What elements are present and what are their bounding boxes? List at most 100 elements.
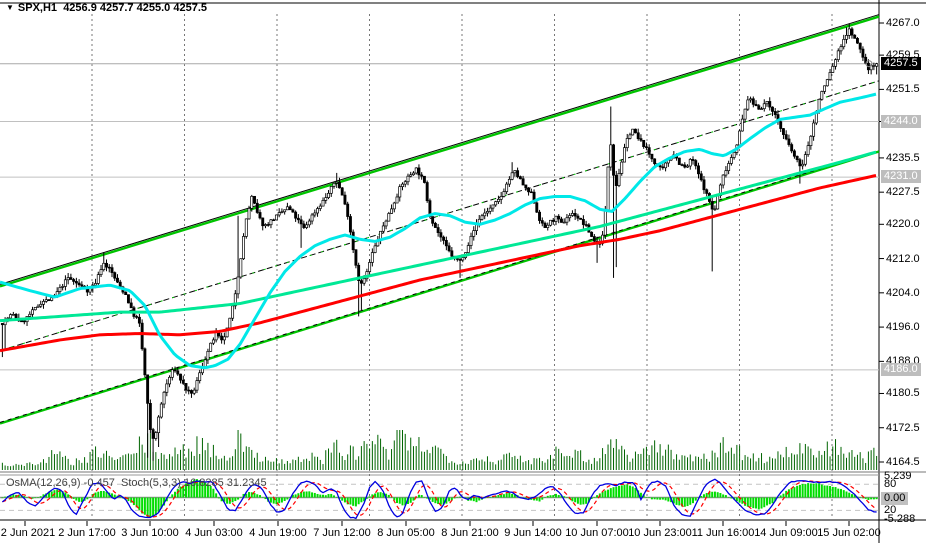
candle xyxy=(359,280,363,284)
candle xyxy=(159,403,163,418)
osma-bar xyxy=(497,495,500,498)
candle xyxy=(491,204,495,209)
candle xyxy=(727,163,731,171)
osma-bar xyxy=(119,496,122,498)
candle xyxy=(628,134,632,139)
osma-bar xyxy=(184,483,187,498)
volume-bar xyxy=(618,449,620,470)
candle xyxy=(33,306,37,311)
candle xyxy=(406,175,410,183)
osma-bar xyxy=(755,497,758,509)
current-price-badge: 4257.5 xyxy=(881,56,921,70)
candle xyxy=(381,225,385,232)
volume-bar xyxy=(840,446,842,470)
volume-bar xyxy=(407,450,409,470)
osma-bar xyxy=(766,497,769,506)
candle xyxy=(680,164,684,166)
osma-bar xyxy=(730,497,733,499)
volume-bar xyxy=(410,437,412,470)
osma-bar xyxy=(445,497,448,504)
oscillator-axis-label: 5.239 xyxy=(884,470,912,483)
candle xyxy=(324,197,328,201)
candle xyxy=(636,132,640,139)
osma-bar xyxy=(544,497,547,498)
chart-dropdown-icon[interactable]: ▼ xyxy=(6,3,14,12)
osma-bar xyxy=(667,497,670,502)
osma-bar xyxy=(226,497,229,504)
osma-bar xyxy=(291,494,294,498)
osma-bar xyxy=(415,497,418,499)
osma-bar xyxy=(639,492,642,498)
osma-bar xyxy=(763,497,766,508)
volume-bar xyxy=(18,464,20,470)
osma-bar xyxy=(332,495,335,498)
osma-bar xyxy=(711,491,714,498)
volume-bar xyxy=(670,449,672,470)
osma-bar xyxy=(541,497,544,500)
volume-bar xyxy=(423,451,425,470)
osma-bar xyxy=(17,494,20,498)
osma-bar xyxy=(623,485,626,498)
volume-bar xyxy=(577,451,579,470)
candle xyxy=(351,231,355,251)
osma-bar xyxy=(820,484,823,498)
osma-bar xyxy=(656,497,659,500)
candle xyxy=(206,350,210,361)
candle xyxy=(140,322,144,350)
volume-bar xyxy=(56,454,58,470)
candle xyxy=(340,187,344,196)
osma-bar xyxy=(31,497,34,499)
osma-bar xyxy=(168,497,171,499)
candle xyxy=(705,189,709,194)
volume-bar xyxy=(103,453,105,470)
osma-bar xyxy=(823,485,826,498)
volume-bar xyxy=(169,454,171,470)
osma-bar xyxy=(508,492,511,498)
candle xyxy=(836,50,840,61)
volume-bar xyxy=(59,451,61,470)
osma-bar xyxy=(94,492,97,498)
osma-bar xyxy=(659,497,662,500)
volume-bar xyxy=(171,456,173,470)
osma-bar xyxy=(735,497,738,502)
volume-bar xyxy=(295,460,297,470)
volume-bar xyxy=(766,461,768,470)
candle xyxy=(302,223,306,228)
osma-bar xyxy=(234,497,237,502)
volume-bar xyxy=(470,460,472,470)
volume-bar xyxy=(234,449,236,470)
osma-value: -0.457 xyxy=(83,477,115,489)
candle xyxy=(42,301,45,305)
volume-bar xyxy=(62,456,64,470)
candle xyxy=(61,286,65,288)
time-axis-label: 4 Jun 03:00 xyxy=(185,527,243,539)
volume-bar xyxy=(736,444,738,470)
osma-bar xyxy=(796,485,799,498)
volume-bar xyxy=(484,461,486,470)
candle xyxy=(85,288,89,293)
grid-lines xyxy=(91,14,833,519)
volume-bar xyxy=(741,460,743,470)
candle xyxy=(644,146,648,148)
osma-bar xyxy=(502,494,505,498)
volume-bar xyxy=(190,451,192,470)
candle xyxy=(609,144,613,168)
candle xyxy=(433,222,437,228)
candle xyxy=(820,91,824,100)
osma-bar xyxy=(217,497,220,499)
volume-bar xyxy=(275,458,277,470)
candle xyxy=(606,166,610,211)
candle xyxy=(781,128,785,135)
osma-bar xyxy=(80,497,83,503)
osma-bar xyxy=(850,494,853,498)
upper-trendline-black xyxy=(0,14,880,285)
osma-bar xyxy=(294,494,297,498)
candle xyxy=(387,213,391,222)
volume-bar xyxy=(92,449,94,470)
volume-bar xyxy=(45,462,47,470)
volume-bar xyxy=(574,449,576,470)
candle xyxy=(420,174,424,177)
volume-bar xyxy=(467,463,469,470)
osma-bar xyxy=(768,497,771,505)
